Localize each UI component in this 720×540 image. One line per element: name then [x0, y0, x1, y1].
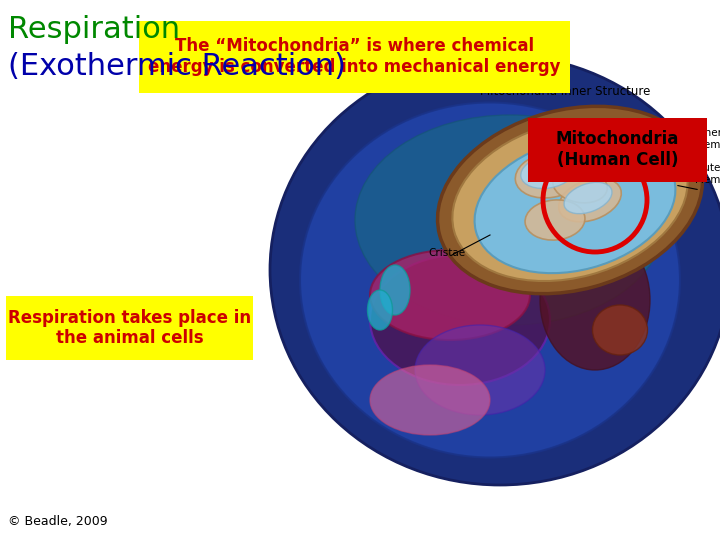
- FancyBboxPatch shape: [6, 296, 253, 360]
- Ellipse shape: [370, 250, 530, 340]
- Ellipse shape: [540, 230, 650, 370]
- Ellipse shape: [593, 305, 647, 355]
- FancyBboxPatch shape: [140, 21, 570, 93]
- Ellipse shape: [521, 156, 575, 188]
- Ellipse shape: [370, 255, 550, 385]
- Ellipse shape: [559, 178, 621, 222]
- Text: Outer
Membrane: Outer Membrane: [695, 163, 720, 185]
- Text: Respiration: Respiration: [8, 15, 180, 44]
- Text: Mitochondria Inner Structure: Mitochondria Inner Structure: [480, 85, 650, 98]
- Ellipse shape: [355, 115, 665, 325]
- Ellipse shape: [367, 290, 392, 330]
- Ellipse shape: [474, 137, 675, 273]
- Ellipse shape: [380, 265, 410, 315]
- Ellipse shape: [370, 365, 490, 435]
- FancyBboxPatch shape: [528, 118, 706, 182]
- Text: Mitochondria
(Human Cell): Mitochondria (Human Cell): [556, 131, 679, 169]
- Ellipse shape: [452, 119, 688, 281]
- Text: Inner
Membrane: Inner Membrane: [695, 128, 720, 150]
- Text: (Exothermic Reaction): (Exothermic Reaction): [8, 52, 346, 81]
- Ellipse shape: [438, 106, 703, 294]
- Ellipse shape: [415, 325, 545, 415]
- Ellipse shape: [525, 200, 585, 240]
- Ellipse shape: [553, 167, 607, 203]
- Ellipse shape: [300, 103, 680, 457]
- Text: Cristae: Cristae: [428, 248, 465, 258]
- Text: © Beadle, 2009: © Beadle, 2009: [8, 515, 107, 528]
- Ellipse shape: [270, 55, 720, 485]
- Ellipse shape: [516, 152, 585, 198]
- Ellipse shape: [564, 183, 612, 214]
- Text: Respiration takes place in
the animal cells: Respiration takes place in the animal ce…: [8, 309, 251, 347]
- Text: The “Mitochondria” is where chemical
energy is converted into mechanical energy: The “Mitochondria” is where chemical ene…: [148, 37, 561, 76]
